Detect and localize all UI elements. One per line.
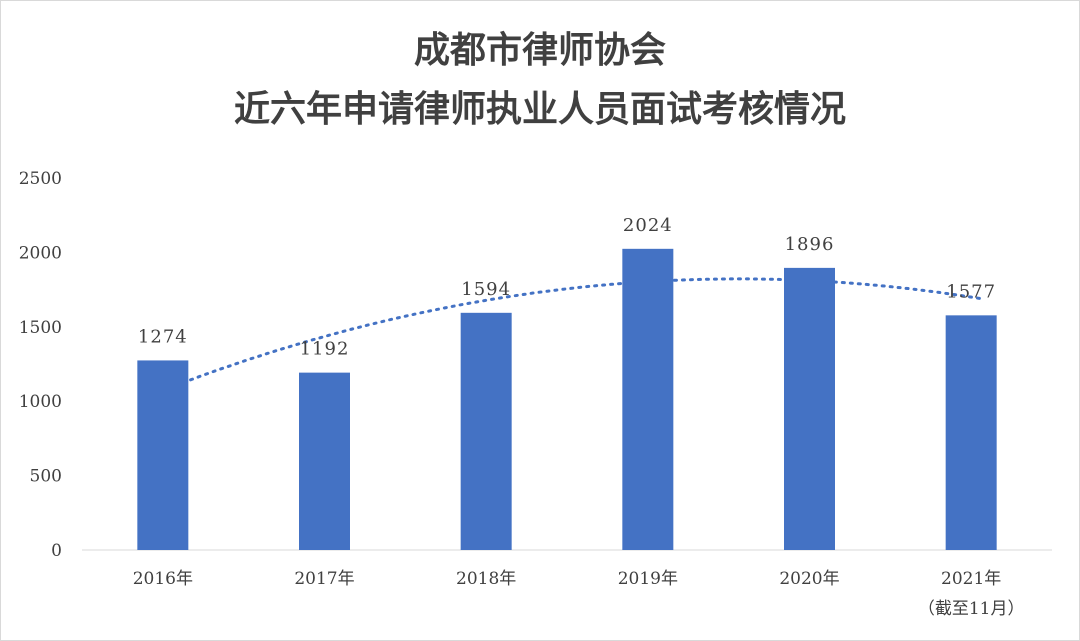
- bar-2018年: [460, 312, 512, 550]
- bar-2021年: [945, 315, 997, 550]
- chart-title-line-2: 近六年申请律师执业人员面试考核情况: [233, 88, 846, 130]
- data-label: 1577: [946, 281, 996, 302]
- y-tick-label: 500: [30, 467, 62, 487]
- data-label: 1192: [300, 339, 350, 360]
- trendline: [174, 277, 986, 387]
- x-tick-label: 2021年: [941, 569, 1001, 589]
- data-label: 2024: [623, 215, 673, 236]
- y-tick-label: 0: [51, 541, 62, 561]
- x-tick-label: 2016年: [133, 569, 193, 589]
- x-tick-label: 2017年: [294, 569, 354, 589]
- data-label: 1594: [461, 279, 511, 300]
- bar-2017年: [299, 372, 350, 550]
- x-tick-label: 2019年: [618, 569, 678, 589]
- chart-title-line-1: 成都市律师协会: [413, 29, 666, 71]
- chart-title: 成都市律师协会 近六年申请律师执业人员面试考核情况: [0, 22, 1080, 140]
- y-tick-label: 2000: [19, 243, 62, 263]
- x-tick-label: 2018年: [456, 569, 516, 589]
- y-tick-label: 1500: [19, 318, 62, 338]
- y-tick-label: 1000: [19, 392, 62, 412]
- x-tick-sublabel: （截至11月）: [918, 599, 1025, 619]
- bar-2020年: [784, 267, 835, 550]
- data-label: 1896: [785, 234, 835, 255]
- data-label: 1274: [138, 326, 188, 347]
- bar-2016年: [137, 360, 189, 550]
- y-tick-label: 2500: [19, 169, 62, 189]
- x-tick-label: 2020年: [779, 569, 839, 589]
- bar-2019年: [622, 248, 674, 550]
